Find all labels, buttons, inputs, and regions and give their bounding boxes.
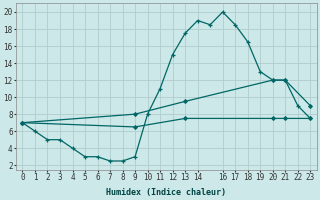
X-axis label: Humidex (Indice chaleur): Humidex (Indice chaleur) [106, 188, 226, 197]
